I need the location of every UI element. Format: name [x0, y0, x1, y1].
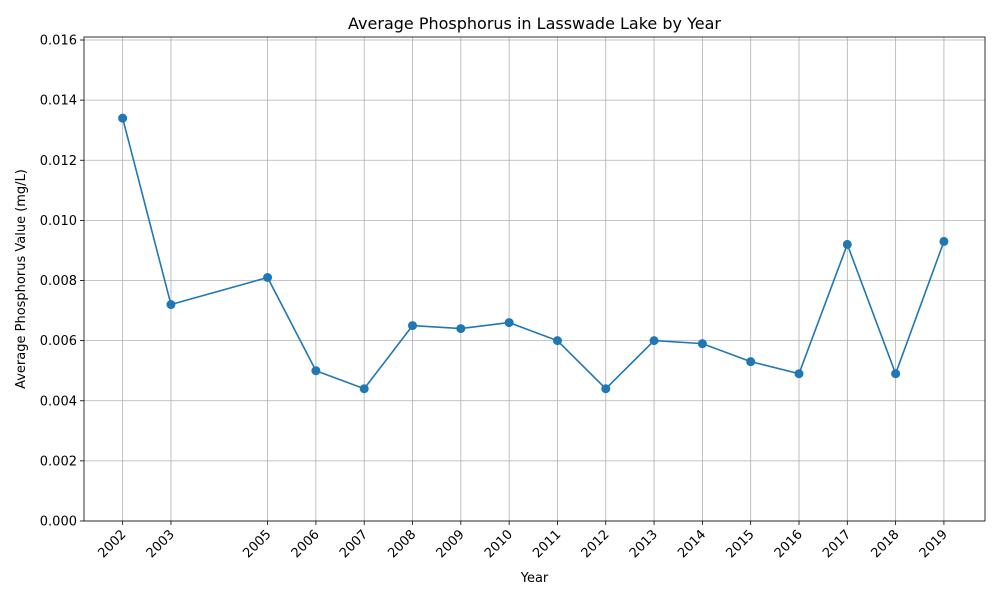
data-point [359, 384, 369, 394]
plot-frame [83, 36, 986, 522]
data-point [166, 300, 176, 310]
data-point [939, 236, 949, 246]
y-tick-label: 0.008 [40, 274, 77, 289]
data-point [408, 321, 418, 331]
data-point [842, 239, 852, 249]
data-point [456, 324, 466, 334]
data-point [311, 366, 321, 376]
y-axis-title: Average Phosphorus Value (mg/L) [14, 169, 29, 389]
y-tick-label: 0.006 [40, 334, 77, 349]
data-point [118, 113, 128, 123]
data-point [552, 336, 562, 346]
y-tick-label: 0.014 [40, 94, 77, 109]
data-point [504, 318, 514, 328]
series-layer [118, 113, 949, 394]
y-tick-label: 0.010 [40, 214, 77, 229]
y-tick-label: 0.016 [40, 34, 77, 49]
data-point [649, 336, 659, 346]
y-tick-label: 0.000 [40, 515, 77, 530]
data-point [601, 384, 611, 394]
data-point [891, 369, 901, 379]
data-point [697, 339, 707, 349]
data-point [746, 357, 756, 367]
data-point [263, 272, 273, 282]
x-axis-title: Year [520, 571, 549, 586]
y-tick-label: 0.012 [40, 154, 77, 169]
y-tick-label: 0.002 [40, 454, 77, 469]
y-tick-label: 0.004 [40, 394, 77, 409]
chart-title: Average Phosphorus in Lasswade Lake by Y… [348, 14, 721, 33]
data-point [794, 369, 804, 379]
